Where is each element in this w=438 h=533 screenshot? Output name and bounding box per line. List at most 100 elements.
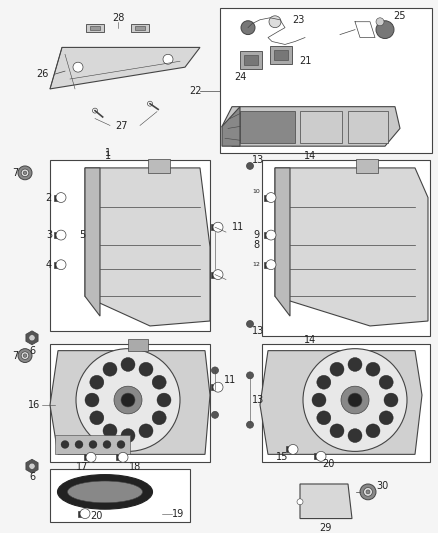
Text: 30: 30 [376,481,388,491]
Circle shape [139,424,153,438]
Polygon shape [50,47,200,89]
Circle shape [288,445,298,454]
Text: 10: 10 [252,189,260,194]
Bar [348,111,388,143]
Bar [274,51,288,60]
Circle shape [56,260,66,270]
Polygon shape [26,331,38,345]
Circle shape [366,362,380,376]
Circle shape [316,451,326,461]
Text: 14: 14 [304,335,316,345]
Polygon shape [222,107,240,146]
Bar [211,224,216,230]
Circle shape [360,484,376,500]
Bar [50,344,210,462]
Bar [50,160,210,331]
Circle shape [121,429,135,442]
Bar [211,384,216,390]
Text: 12: 12 [252,262,260,267]
Bar [240,111,295,143]
Bar [84,454,89,461]
Circle shape [366,490,370,494]
Text: 29: 29 [319,523,331,533]
Circle shape [18,349,32,362]
Circle shape [312,393,326,407]
Bar [78,511,83,516]
Text: 3: 3 [46,230,52,240]
Bar [135,26,145,30]
Circle shape [90,411,104,425]
Text: 16: 16 [28,400,40,410]
Circle shape [317,411,331,425]
Circle shape [86,453,96,462]
Text: 1: 1 [105,148,111,158]
Text: 26: 26 [36,69,48,79]
Text: 27: 27 [116,122,128,132]
Circle shape [90,375,104,389]
Circle shape [21,352,29,359]
Circle shape [348,358,362,372]
Polygon shape [300,484,352,519]
Circle shape [241,21,255,35]
Polygon shape [85,168,210,326]
Text: 15: 15 [276,453,288,462]
Text: 7: 7 [12,168,18,178]
Bar [262,160,430,336]
Bar [314,454,319,459]
Circle shape [330,424,344,438]
Circle shape [317,375,331,389]
Circle shape [213,222,223,232]
Circle shape [76,349,180,451]
Circle shape [139,362,153,376]
Text: 1: 1 [105,151,111,161]
Text: 4: 4 [46,260,52,270]
Circle shape [148,101,152,106]
Text: 20: 20 [322,459,334,469]
Circle shape [330,362,344,376]
Text: 8: 8 [253,240,259,250]
Text: 24: 24 [234,72,246,82]
Bar [54,262,59,268]
Circle shape [80,508,90,519]
Circle shape [103,362,117,376]
Polygon shape [50,351,210,454]
Text: 21: 21 [299,56,311,66]
Circle shape [152,411,166,425]
Circle shape [152,375,166,389]
Circle shape [56,230,66,240]
Text: 25: 25 [394,11,406,21]
Bar [54,195,59,200]
Text: 20: 20 [90,511,102,521]
Circle shape [213,270,223,279]
Bar [50,469,190,521]
Text: 14: 14 [304,151,316,161]
Circle shape [247,372,254,379]
Circle shape [89,441,97,448]
Circle shape [56,192,66,203]
Bar [148,159,170,173]
Circle shape [348,429,362,442]
Circle shape [379,411,393,425]
Text: 7: 7 [12,351,18,361]
Text: 6: 6 [29,472,35,482]
Text: 22: 22 [189,86,201,96]
Circle shape [376,21,394,38]
Circle shape [18,166,32,180]
Circle shape [29,335,35,341]
Text: 6: 6 [29,345,35,356]
Text: 13: 13 [252,326,264,336]
Bar [300,111,342,143]
Text: 17: 17 [76,462,88,472]
Bar [356,159,378,173]
Text: 28: 28 [112,13,124,23]
Text: 13: 13 [252,155,264,165]
Bar [264,262,269,268]
Circle shape [103,424,117,438]
Circle shape [269,16,281,28]
Circle shape [85,393,99,407]
Text: 11: 11 [232,222,244,232]
Bar [55,434,130,454]
Circle shape [376,18,384,26]
Circle shape [29,463,35,470]
Bar [240,51,262,69]
